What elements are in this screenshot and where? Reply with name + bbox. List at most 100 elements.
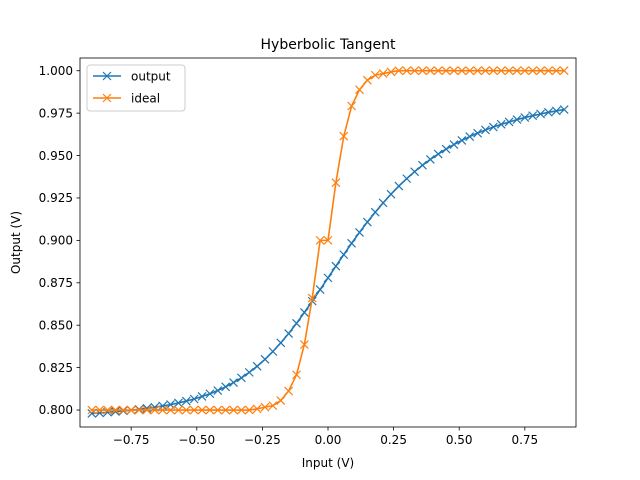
data-point-output	[331, 261, 341, 271]
data-point-ideal	[418, 66, 427, 76]
data-point-ideal	[197, 405, 207, 415]
data-point-ideal	[142, 405, 152, 415]
data-point-output	[370, 207, 380, 217]
data-point-ideal	[150, 405, 160, 415]
data-point-output	[197, 392, 207, 401]
data-point-output	[111, 407, 120, 416]
data-point-output	[299, 308, 309, 317]
x-tick-label: 0.50	[446, 433, 473, 447]
data-point-ideal	[229, 405, 238, 415]
data-point-ideal	[465, 66, 475, 76]
x-tick-label: 0.00	[315, 433, 342, 447]
data-point-ideal	[95, 405, 105, 415]
data-point-output	[158, 401, 168, 411]
data-point-output	[496, 119, 506, 129]
y-tick-label: 0.825	[39, 361, 73, 375]
y-axis-label: Output (V)	[9, 211, 23, 274]
data-point-ideal	[410, 66, 420, 76]
data-point-output	[236, 373, 246, 383]
y-tick-label: 0.950	[39, 149, 73, 163]
data-point-ideal	[551, 66, 561, 76]
data-point-ideal	[126, 405, 136, 415]
data-point-output	[465, 132, 475, 141]
data-point-output	[528, 111, 538, 121]
data-point-ideal	[103, 405, 112, 415]
data-point-output	[488, 122, 498, 132]
data-point-ideal	[425, 66, 435, 76]
y-tick-label: 0.800	[39, 403, 73, 417]
x-axis-label: Input (V)	[302, 456, 354, 470]
data-point-ideal	[189, 405, 199, 415]
data-point-output	[339, 250, 349, 260]
data-point-output	[292, 318, 301, 328]
data-point-output	[260, 354, 270, 364]
data-point-ideal	[158, 405, 168, 415]
x-tick-label: −0.25	[244, 433, 281, 447]
data-point-output	[512, 115, 522, 125]
series-ideal	[87, 66, 569, 415]
data-point-output	[520, 113, 530, 122]
legend-entry-ideal: ideal	[93, 91, 160, 105]
legend-entry-output: output	[93, 69, 171, 83]
data-point-output	[323, 273, 333, 283]
data-point-ideal	[402, 66, 412, 76]
data-point-ideal	[528, 66, 538, 76]
y-tick-label: 0.900	[39, 234, 73, 248]
data-point-output	[559, 105, 569, 114]
data-point-output	[244, 367, 254, 377]
chart-title: Hyberbolic Tangent	[261, 37, 397, 53]
x-axis: −0.75 −0.50 −0.25 0.00 0.25 0.50 0.75	[113, 427, 538, 447]
data-point-output	[473, 128, 483, 138]
data-point-output	[181, 396, 191, 406]
data-point-output	[481, 125, 490, 135]
data-point-ideal	[362, 75, 372, 85]
data-point-ideal	[276, 396, 286, 405]
data-point-output	[410, 167, 420, 177]
y-axis: 0.800 0.825 0.850 0.875 0.900 0.925 0.950 0.975…	[39, 64, 80, 417]
data-point-ideal	[87, 405, 97, 415]
data-point-ideal	[213, 405, 223, 415]
data-point-output	[315, 285, 325, 295]
data-point-ideal	[536, 66, 545, 76]
data-point-output	[402, 174, 412, 184]
data-point-output	[173, 398, 183, 408]
data-point-ideal	[236, 405, 246, 415]
data-point-output	[142, 403, 152, 413]
data-point-ideal	[111, 405, 120, 415]
y-tick-label: 1.000	[39, 64, 73, 78]
data-point-output	[268, 347, 278, 356]
data-point-output	[213, 386, 223, 395]
y-tick-label: 0.975	[39, 106, 73, 120]
data-point-ideal	[205, 405, 215, 415]
data-point-ideal	[394, 66, 404, 76]
legend: output ideal	[86, 64, 186, 112]
data-point-ideal	[268, 401, 278, 411]
legend-marker	[102, 93, 112, 103]
data-point-output	[284, 329, 294, 338]
plot-area	[87, 66, 569, 418]
data-point-ideal	[355, 85, 364, 95]
data-point-output	[425, 155, 435, 164]
data-point-ideal	[433, 66, 443, 76]
data-point-output	[189, 394, 199, 404]
data-point-ideal	[292, 370, 301, 380]
data-point-ideal	[504, 66, 514, 76]
x-tick-label: −0.50	[178, 433, 215, 447]
data-point-output	[418, 160, 427, 170]
data-point-ideal	[512, 66, 522, 76]
data-point-output	[221, 382, 231, 392]
data-point-output	[252, 361, 262, 371]
data-point-ideal	[520, 66, 530, 76]
legend-marker	[102, 71, 112, 81]
data-point-ideal	[166, 405, 175, 415]
data-point-output	[449, 140, 459, 149]
data-point-ideal	[173, 405, 183, 415]
data-point-ideal	[457, 66, 467, 76]
data-point-output	[386, 189, 396, 199]
data-point-output	[504, 117, 514, 127]
data-point-output	[433, 149, 443, 159]
data-point-ideal	[441, 66, 451, 76]
data-point-output	[378, 198, 388, 208]
y-tick-label: 0.850	[39, 318, 73, 332]
data-point-ideal	[449, 66, 459, 76]
